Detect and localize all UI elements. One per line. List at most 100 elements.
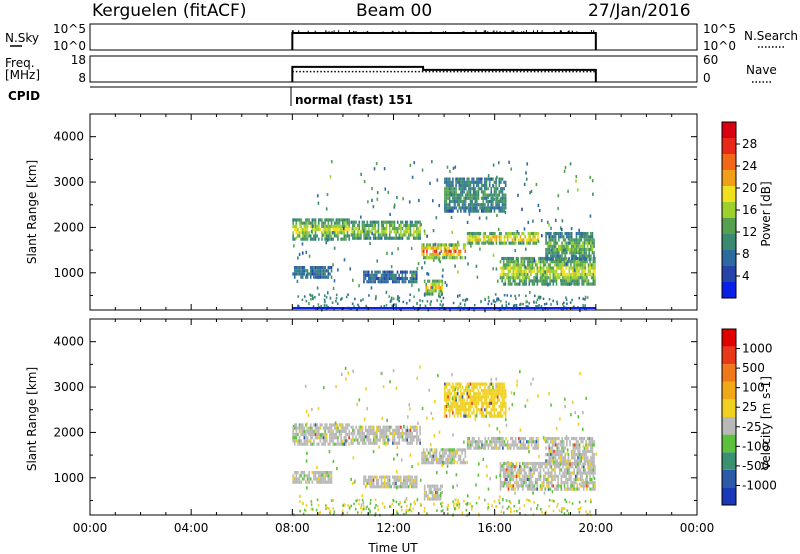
heatmap-cell: [562, 269, 564, 273]
heatmap-cell: [591, 235, 594, 239]
heatmap-speckle: [426, 272, 428, 276]
colorbar-swatch: [722, 218, 736, 234]
heatmap-cell: [589, 266, 591, 270]
heatmap-cell: [313, 275, 315, 279]
heatmap-cell: [450, 454, 452, 458]
heatmap-cell: [431, 292, 434, 296]
heatmap-cell: [311, 221, 314, 225]
heatmap-cell: [514, 481, 516, 485]
heatmap-cell: [443, 252, 446, 257]
heatmap-speckle: [326, 192, 329, 197]
heatmap-cell: [321, 218, 323, 222]
heatmap-cell: [547, 266, 550, 270]
heatmap-cell: [563, 471, 566, 475]
heatmap-cell: [416, 432, 418, 436]
heatmap-cell: [414, 280, 416, 284]
heatmap-cell: [531, 263, 534, 267]
heatmap-cell: [416, 223, 418, 228]
ground-scatter-cell: [523, 504, 526, 507]
heatmap-cell: [573, 272, 575, 277]
heatmap-cell: [404, 485, 407, 489]
heatmap-cell: [407, 485, 410, 489]
heatmap-cell: [337, 237, 339, 241]
heatmap-cell: [295, 272, 298, 276]
heatmap-cell: [447, 392, 449, 396]
heatmap-cell: [345, 227, 347, 232]
heatmap-cell: [542, 276, 545, 280]
heatmap-cell: [350, 432, 353, 436]
heatmap-cell: [477, 203, 480, 207]
heatmap-speckle: [575, 179, 577, 183]
heatmap-cell: [545, 452, 547, 457]
heatmap-cell: [450, 249, 452, 253]
ground-scatter-cell: [380, 305, 382, 308]
heatmap-cell: [548, 446, 551, 450]
heatmap-cell: [550, 279, 553, 283]
heatmap-cell: [562, 449, 565, 453]
heatmap-cell: [303, 442, 306, 446]
heatmap-speckle: [434, 242, 437, 246]
heatmap-cell: [464, 461, 467, 465]
heatmap-speckle: [393, 205, 396, 209]
heatmap-cell: [486, 443, 488, 447]
heatmap-speckle: [339, 422, 342, 427]
heatmap-speckle: [441, 463, 443, 467]
heatmap-cell: [422, 256, 425, 260]
beam-title: Beam 00: [356, 1, 432, 21]
heatmap-cell: [412, 230, 415, 234]
heatmap-cell: [504, 196, 507, 200]
heatmap-cell: [584, 471, 587, 475]
heatmap-cell: [576, 471, 579, 475]
heatmap-speckle: [516, 229, 519, 234]
heatmap-cell: [352, 441, 354, 445]
heatmap-cell: [456, 411, 459, 415]
heatmap-cell: [450, 451, 452, 455]
x-tick-label: 20:00: [579, 521, 614, 535]
ground-scatter-cell: [361, 508, 364, 511]
heatmap-cell: [372, 220, 375, 224]
heatmap-cell: [573, 487, 575, 491]
heatmap-cell: [502, 468, 505, 472]
heatmap-cell: [292, 224, 294, 228]
heatmap-cell: [582, 241, 584, 245]
heatmap-speckle: [537, 394, 539, 398]
heatmap-cell: [500, 187, 502, 191]
heatmap-cell: [441, 484, 444, 488]
ground-scatter-cell: [453, 502, 455, 505]
heatmap-cell: [337, 227, 339, 232]
heatmap-speckle: [529, 466, 531, 470]
heatmap-speckle: [498, 430, 501, 434]
heatmap-cell: [554, 465, 556, 469]
ground-scatter-cell: [357, 511, 359, 514]
heatmap-cell: [548, 238, 551, 242]
heatmap-cell: [368, 223, 370, 228]
heatmap-cell: [464, 388, 467, 393]
heatmap-cell: [582, 436, 584, 441]
heatmap-cell: [503, 238, 506, 242]
heatmap-speckle: [538, 454, 540, 459]
heatmap-cell: [544, 272, 547, 277]
heatmap-cell: [549, 487, 551, 491]
heatmap-cell: [559, 456, 562, 460]
heatmap-speckle: [317, 407, 320, 411]
heatmap-cell: [472, 382, 475, 386]
heatmap-cell: [587, 468, 590, 472]
heatmap-cell: [585, 440, 587, 444]
heatmap-cell: [515, 256, 518, 261]
heatmap-speckle: [470, 244, 472, 248]
heatmap-cell: [565, 471, 567, 475]
heatmap-cell: [325, 227, 328, 232]
heatmap-speckle: [582, 478, 585, 483]
heatmap-cell: [555, 263, 558, 267]
heatmap-cell: [409, 425, 412, 429]
heatmap-cell: [508, 443, 511, 447]
heatmap-cell: [440, 448, 443, 452]
freq-tick-bottom: 8: [78, 71, 86, 85]
heatmap-speckle: [485, 216, 488, 220]
heatmap-speckle: [431, 285, 434, 290]
heatmap-cell: [327, 426, 330, 430]
heatmap-cell: [484, 382, 486, 386]
heatmap-cell: [565, 468, 567, 472]
heatmap-speckle: [570, 226, 573, 231]
heatmap-cell: [589, 260, 591, 264]
